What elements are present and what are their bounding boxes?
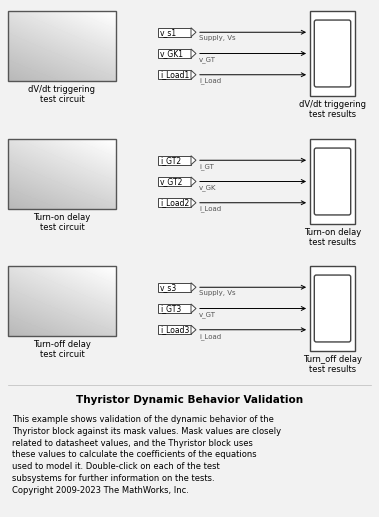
- Text: Thyristor Dynamic Behavior Validation: Thyristor Dynamic Behavior Validation: [76, 395, 303, 405]
- Bar: [158, 283, 191, 292]
- Text: v_GT: v_GT: [199, 312, 216, 318]
- Bar: [8, 11, 116, 81]
- Polygon shape: [191, 70, 196, 79]
- Text: i_GT3: i_GT3: [160, 304, 181, 313]
- Text: This example shows validation of the dynamic behavior of the
Thyristor block aga: This example shows validation of the dyn…: [12, 415, 281, 495]
- Bar: [8, 139, 116, 209]
- Bar: [158, 49, 191, 58]
- Text: dV/dt triggering
test results: dV/dt triggering test results: [299, 100, 366, 119]
- Bar: [8, 266, 116, 336]
- Text: Turn-on delay
test results: Turn-on delay test results: [304, 228, 361, 248]
- Text: i_GT2: i_GT2: [160, 156, 181, 165]
- Polygon shape: [191, 198, 196, 207]
- Bar: [158, 28, 191, 37]
- Text: v_GT2: v_GT2: [160, 177, 183, 186]
- Polygon shape: [191, 304, 196, 313]
- Bar: [310, 266, 355, 351]
- Polygon shape: [191, 156, 196, 165]
- FancyBboxPatch shape: [314, 275, 351, 342]
- Polygon shape: [191, 325, 196, 334]
- Text: i_Load1: i_Load1: [160, 70, 189, 79]
- Text: v_s3: v_s3: [160, 283, 177, 292]
- Text: v_GK: v_GK: [199, 185, 216, 191]
- Text: Turn-off delay
test circuit: Turn-off delay test circuit: [33, 340, 91, 359]
- Bar: [158, 198, 191, 207]
- Text: i_Load: i_Load: [199, 333, 221, 340]
- Polygon shape: [191, 28, 196, 37]
- Text: i_Load: i_Load: [199, 206, 221, 212]
- Text: dV/dt triggering
test circuit: dV/dt triggering test circuit: [28, 85, 96, 104]
- Polygon shape: [191, 283, 196, 292]
- Text: i_GT: i_GT: [199, 163, 214, 170]
- Text: v_s1: v_s1: [160, 28, 177, 37]
- Text: i_Load3: i_Load3: [160, 325, 190, 334]
- Polygon shape: [191, 177, 196, 186]
- Text: v_GT: v_GT: [199, 56, 216, 63]
- Polygon shape: [191, 49, 196, 58]
- Text: Supply, Vs: Supply, Vs: [199, 290, 236, 296]
- Bar: [158, 156, 191, 165]
- FancyBboxPatch shape: [314, 148, 351, 215]
- Text: i_Load2: i_Load2: [160, 198, 189, 207]
- Bar: [310, 11, 355, 96]
- Bar: [158, 325, 191, 334]
- Bar: [310, 139, 355, 224]
- Text: v_GK1: v_GK1: [160, 49, 184, 58]
- Text: i_Load: i_Load: [199, 78, 221, 84]
- Bar: [158, 304, 191, 313]
- Text: Turn_off delay
test results: Turn_off delay test results: [303, 355, 362, 374]
- Text: Turn-on delay
test circuit: Turn-on delay test circuit: [33, 213, 91, 233]
- Bar: [158, 177, 191, 186]
- FancyBboxPatch shape: [314, 20, 351, 87]
- Text: Supply, Vs: Supply, Vs: [199, 35, 236, 41]
- Bar: [158, 70, 191, 79]
